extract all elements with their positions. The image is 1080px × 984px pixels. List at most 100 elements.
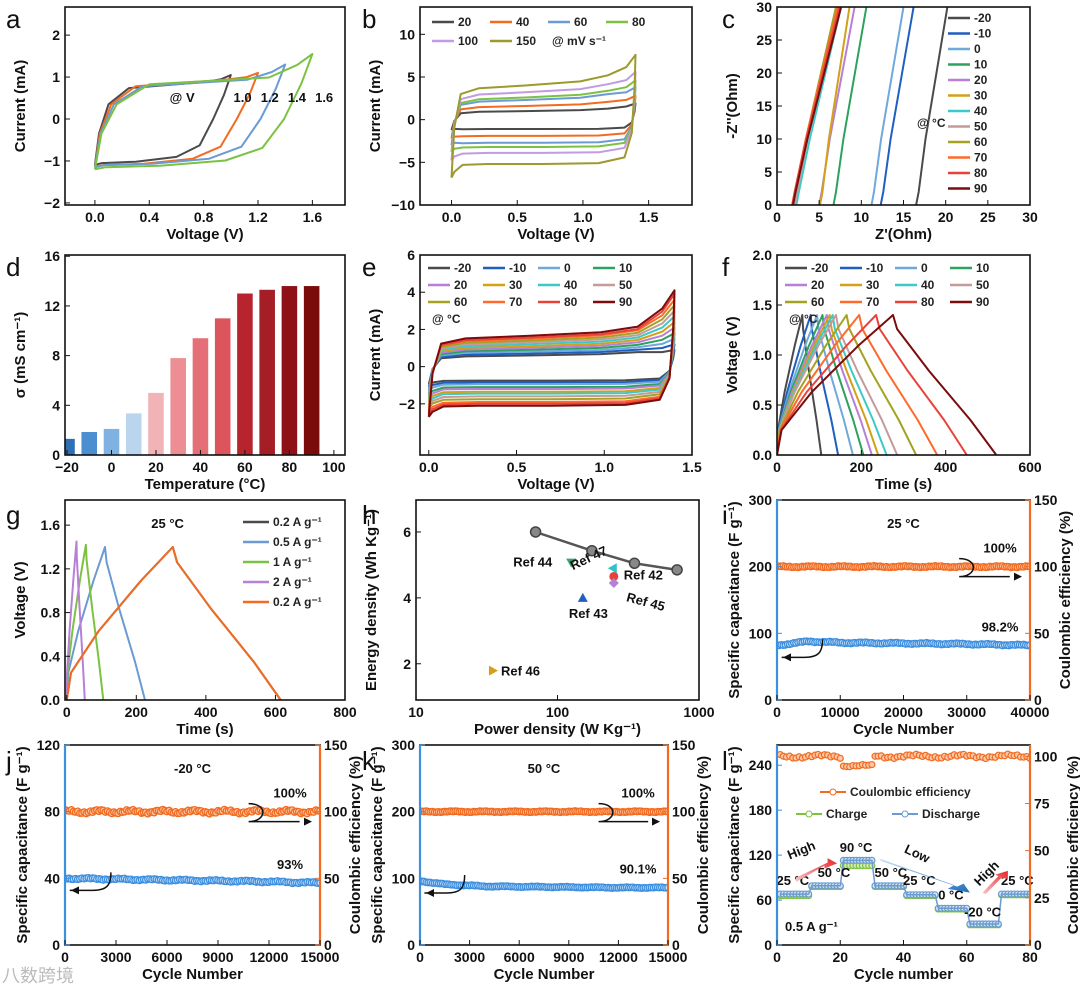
legend-label: 100 <box>458 34 478 48</box>
x-tick-label: 9000 <box>202 949 233 965</box>
legend-label: 50 <box>619 278 633 292</box>
legend-unit-label: @ mV s⁻¹ <box>552 34 606 48</box>
panel-letter: j <box>5 746 12 776</box>
x-tick-label: 15000 <box>301 949 340 965</box>
series-1.4 V <box>93 63 287 169</box>
legend-label: 80 <box>632 15 646 29</box>
panel-e: e 0.0 0.5 1.0 1.5 −2 0 2 4 6 Voltage (V) Current (m… <box>362 247 702 493</box>
legend-label: 20 <box>454 278 468 292</box>
y-tick-label: 0 <box>407 937 415 953</box>
y-tick-label: 200 <box>392 804 416 820</box>
x-tick-label: 15000 <box>649 949 688 965</box>
y-tick-label: 20 <box>756 65 772 81</box>
x-tick-label: 0.0 <box>442 209 462 225</box>
x-tick-label: 80 <box>282 459 298 475</box>
series-1.2 V <box>93 71 259 169</box>
legend-unit-label: @ °C <box>789 312 818 326</box>
arrow-to-efficiency-axis <box>248 802 300 823</box>
x-tick-label: 1.2 <box>248 209 268 225</box>
legend-label: 30 <box>509 278 523 292</box>
y-tick-label: 0 <box>407 359 415 375</box>
y2-tick-label: 100 <box>1034 748 1058 764</box>
high-label: High <box>971 858 1002 889</box>
x-tick-label: 0.5 <box>508 209 528 225</box>
x-tick-label: 200 <box>850 459 874 475</box>
panel-letter: c <box>722 4 735 34</box>
arrow-head <box>304 817 312 826</box>
x-tick-label: 30 <box>1022 209 1038 225</box>
y-tick-label: 8 <box>52 348 60 364</box>
y-tick-label: 12 <box>44 298 60 314</box>
plot-area <box>791 7 949 205</box>
legend-label: 2 A g⁻¹ <box>273 575 312 589</box>
y-axis-title: Specific capacitance (F g⁻¹) <box>726 501 743 698</box>
y-tick-label: 120 <box>749 847 773 863</box>
legend-label: 70 <box>974 151 988 165</box>
y-tick-label: 4 <box>407 284 415 300</box>
plot-frame <box>419 6 693 206</box>
x-axis-title: Time (s) <box>176 721 233 738</box>
y-tick-label: 0 <box>764 937 772 953</box>
voltage-label: 1.6 <box>315 90 333 105</box>
series-1.0 V <box>93 74 232 167</box>
efficiency-point <box>868 760 876 769</box>
legend-label: 150 <box>516 34 536 48</box>
y-tick-label: 6 <box>407 247 415 263</box>
y-tick-label: 5 <box>407 69 415 85</box>
x-tick-label: 15 <box>896 209 912 225</box>
bar--10 <box>81 432 98 455</box>
x-tick-label: 0.4 <box>140 209 160 225</box>
x-tick-label: 6000 <box>151 949 182 965</box>
y2-tick-label: 150 <box>672 737 696 753</box>
legend-label: 10 <box>974 58 988 72</box>
y2-tick-label: 150 <box>324 737 348 753</box>
y-tick-label: −10 <box>391 197 415 213</box>
panel-a: a 0.0 0.4 0.8 1.2 1.6 −2 −1 0 1 2 Voltage (V) Curren… <box>6 4 346 243</box>
panel-letter: a <box>6 4 21 34</box>
x-tick-label: 0 <box>773 704 781 720</box>
y-axis-title: Current (mA) <box>367 309 384 402</box>
legend-label: -10 <box>866 261 884 275</box>
x-tick-label: 20000 <box>884 704 923 720</box>
legend-label: 10 <box>976 261 990 275</box>
bar-60 <box>237 293 253 455</box>
x-axis-title: Cycle Number <box>142 966 243 983</box>
x-tick-label: 1.5 <box>682 459 702 475</box>
plot-area <box>777 562 1030 650</box>
y-tick-label: 200 <box>749 559 773 575</box>
y-axis-title: Specific capacitance (F g⁻¹) <box>726 746 743 943</box>
x-tick-label: 1.6 <box>303 209 323 225</box>
arrow-to-capacitance-axis <box>424 874 466 894</box>
series-2 A g⁻¹ <box>65 540 86 700</box>
arrow-to-efficiency-axis <box>598 802 649 823</box>
x-tick-label: 80 <box>1022 949 1038 965</box>
panel-letter: k <box>362 746 376 776</box>
legend-label: 40 <box>564 278 578 292</box>
capacitance-retention-label: 93% <box>277 857 303 872</box>
y-tick-label: 100 <box>749 625 773 641</box>
bar-20 <box>148 392 164 455</box>
x-tick-label: 6000 <box>504 949 535 965</box>
y-tick-label: 1.0 <box>753 347 773 363</box>
legend-unit-label: @ °C <box>432 312 461 326</box>
legend-label: 30 <box>866 278 880 292</box>
series--10 <box>879 7 915 205</box>
legend-label: 60 <box>974 135 988 149</box>
y-tick-label: −2 <box>399 396 415 412</box>
x-tick-label: 0 <box>61 949 69 965</box>
bar-10 <box>125 413 142 455</box>
x-tick-label: 600 <box>264 704 288 720</box>
x-axis-title: Cycle number <box>854 966 953 983</box>
panel-letter: b <box>362 4 376 34</box>
voltage-label: 1.4 <box>288 90 307 105</box>
ref-label: Ref 44 <box>513 555 553 570</box>
temperature-label: -20 °C <box>174 761 212 776</box>
series-90 <box>777 314 998 455</box>
y2-tick-label: 100 <box>1034 559 1058 575</box>
y-tick-label: 0 <box>52 111 60 127</box>
